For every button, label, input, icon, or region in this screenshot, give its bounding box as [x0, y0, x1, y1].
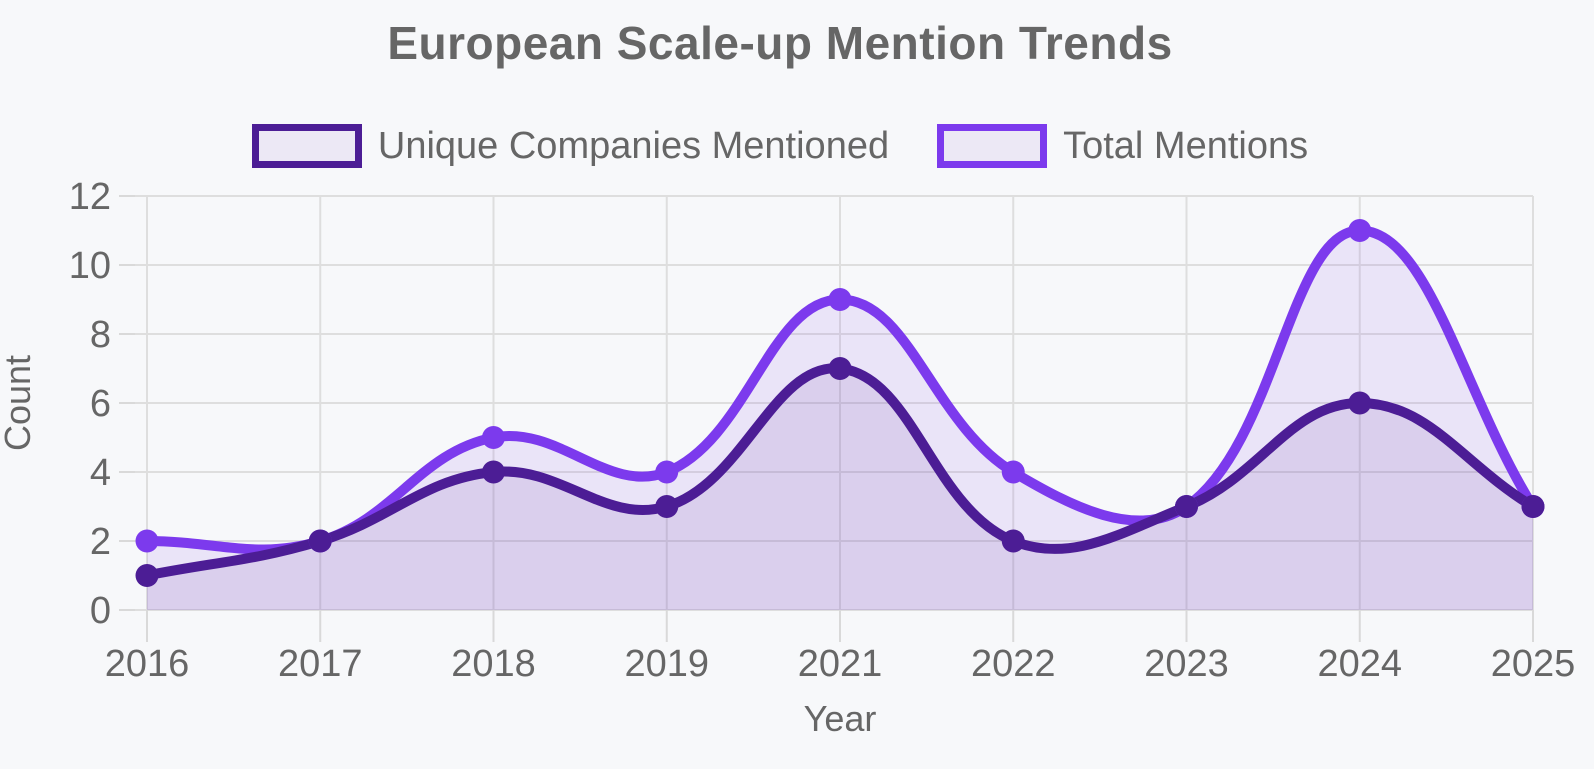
y-tick-label: 6: [90, 383, 111, 425]
y-tick-label: 0: [90, 590, 111, 632]
series-0-point-2018[interactable]: [482, 460, 505, 484]
series-layer: [135, 219, 1545, 610]
series-1-point-2016[interactable]: [135, 529, 159, 553]
series-0-point-2025[interactable]: [1521, 495, 1545, 518]
series-0-point-2021[interactable]: [828, 357, 852, 380]
series-1-line: [142, 225, 1538, 555]
tick-label-layer: 0 2 4 6 8 10 12 2016 2017 2018 2019 2021 2022 2023 202…: [69, 176, 1576, 685]
y-tick-label: 10: [69, 245, 111, 287]
grid-layer: [119, 195, 1534, 642]
x-tick-label: 2021: [798, 643, 883, 685]
series-0-point-2023[interactable]: [1175, 495, 1198, 518]
series-0-point-2017[interactable]: [308, 529, 332, 553]
x-tick-label: 2018: [451, 643, 536, 685]
y-tick-label: 2: [90, 521, 111, 563]
chart-legend: Unique Companies Mentioned Total Mentions: [0, 124, 1560, 168]
series-0-point-2016[interactable]: [135, 564, 159, 587]
series-1-point-2024[interactable]: [1348, 219, 1372, 242]
x-tick-label: 2019: [624, 643, 709, 685]
chart-title: European Scale-up Mention Trends: [387, 17, 1173, 69]
legend-label-0: Unique Companies Mentioned: [377, 125, 890, 167]
x-tick-label: 2022: [971, 643, 1056, 685]
x-tick-label: 2023: [1144, 643, 1229, 685]
x-tick-label: 2016: [105, 643, 190, 685]
series-1-point-2021[interactable]: [828, 288, 852, 311]
x-axis-title: Year: [804, 698, 877, 739]
series-0-point-2024[interactable]: [1348, 391, 1372, 415]
legend-swatch-0: [251, 124, 362, 168]
series-1-point-2019[interactable]: [655, 460, 679, 484]
x-tick-label: 2024: [1317, 643, 1402, 685]
series-1-point-2022[interactable]: [1001, 460, 1025, 484]
x-tick-label: 2017: [278, 643, 363, 685]
y-tick-label: 4: [90, 452, 111, 494]
series-0-point-2022[interactable]: [1001, 529, 1025, 553]
legend-swatch-1: [937, 124, 1048, 168]
series-0-point-2019[interactable]: [655, 495, 679, 518]
y-tick-label: 8: [90, 314, 111, 356]
legend-item-1[interactable]: Total Mentions: [937, 124, 1308, 168]
legend-label-1: Total Mentions: [1063, 125, 1309, 167]
y-tick-label: 12: [69, 176, 111, 218]
y-axis-title: Count: [0, 355, 38, 451]
series-1-point-2018[interactable]: [482, 426, 505, 449]
x-tick-label: 2025: [1491, 643, 1576, 685]
series-0-area: [147, 368, 1533, 610]
legend-item-0[interactable]: Unique Companies Mentioned: [251, 124, 890, 168]
